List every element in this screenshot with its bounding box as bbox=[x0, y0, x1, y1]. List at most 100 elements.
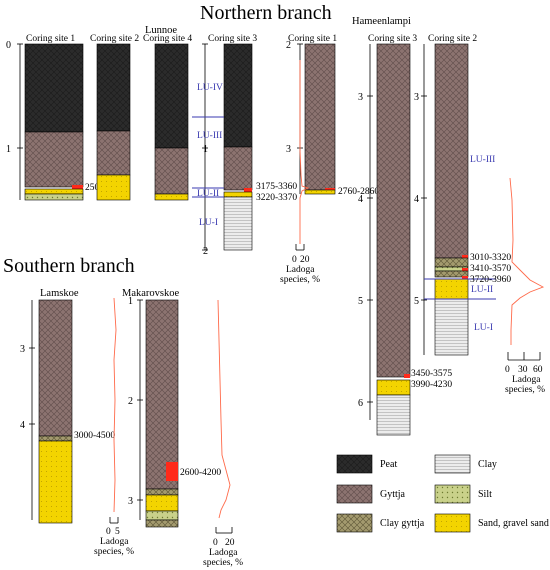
core-hameenlampi-site-2: 3 4 5 LU-III LU-II LU-I 3010-3320 3410-3… bbox=[414, 43, 545, 395]
core-hameenlampi-site-3: 3 4 5 6 3450-3575 3990-4230 bbox=[358, 43, 452, 436]
layer-gyttja bbox=[376, 43, 411, 378]
depth-label: 5 bbox=[358, 296, 363, 307]
core-lamskoe: 3 4 3000-4500 0 5 Ladoga species, % bbox=[20, 297, 134, 557]
radiocarbon-date bbox=[462, 276, 468, 279]
depth-label: 3 bbox=[358, 92, 363, 103]
ladoga-axis-label: species, % bbox=[505, 385, 545, 395]
depth-label: 3 bbox=[286, 144, 291, 155]
age-label: 3410-3570 bbox=[470, 264, 511, 274]
depth-label: 2 bbox=[203, 246, 208, 257]
legend: Peat Gyttja Clay gyttja Clay Silt Sand, … bbox=[336, 454, 549, 533]
column-header-ham-cs2: Coring site 2 bbox=[428, 34, 477, 44]
ladoga-tick-label: 0 bbox=[505, 365, 510, 375]
layer-clay bbox=[434, 298, 469, 356]
layer-sand bbox=[38, 440, 73, 524]
ladoga-species-curve bbox=[299, 60, 310, 244]
legend-swatch-peat bbox=[336, 454, 373, 474]
unit-label-lu3: LU-III bbox=[197, 131, 222, 141]
unit-label-lu2: LU-II bbox=[197, 189, 219, 199]
ladoga-tick-label: 0 bbox=[292, 255, 297, 265]
ladoga-axis-label: Ladoga bbox=[209, 548, 238, 558]
depth-label: 2 bbox=[128, 396, 133, 407]
age-label: 3720-3960 bbox=[470, 275, 511, 285]
legend-label-clay-gyttja: Clay gyttja bbox=[380, 518, 425, 529]
legend-swatch-gyttja bbox=[336, 484, 373, 504]
depth-label: 1 bbox=[203, 144, 208, 155]
legend-swatch-clay-gyttja bbox=[336, 513, 373, 533]
ladoga-tick-label: 20 bbox=[225, 538, 235, 548]
core-lunnoe-site-2 bbox=[96, 43, 131, 201]
site-lunnoe: Lunnoe bbox=[145, 25, 177, 36]
layer-sand bbox=[304, 189, 336, 195]
depth-label: 3 bbox=[20, 344, 25, 355]
age-label: 3220-3370 bbox=[256, 193, 297, 203]
layer-clay-gyttja bbox=[145, 519, 179, 528]
unit-label-lu3: LU-III bbox=[470, 155, 495, 165]
column-header-lunnoe-cs4: Coring site 4 bbox=[143, 34, 192, 44]
legend-label-silt: Silt bbox=[478, 489, 492, 500]
ladoga-axis-label: Ladoga bbox=[512, 375, 541, 385]
layer-sand bbox=[154, 193, 189, 201]
radiocarbon-date bbox=[72, 185, 83, 189]
layer-clay bbox=[223, 196, 253, 251]
title-northern-branch: Northern branch bbox=[200, 2, 332, 24]
radiocarbon-date bbox=[462, 255, 468, 258]
layer-clay-gyttja bbox=[38, 435, 73, 442]
ladoga-species-curve bbox=[217, 299, 231, 519]
layer-sand bbox=[145, 494, 179, 512]
column-header-lunnoe-cs2: Coring site 2 bbox=[90, 34, 139, 44]
legend-swatch-clay bbox=[434, 454, 471, 474]
column-header-lunnoe-cs1: Coring site 1 bbox=[26, 34, 75, 44]
age-label: 3175-3360 bbox=[256, 182, 297, 192]
layer-clay bbox=[376, 394, 411, 436]
ladoga-axis-label: Ladoga bbox=[286, 265, 315, 275]
ladoga-tick-label: 5 bbox=[115, 527, 120, 537]
depth-label: 2 bbox=[286, 40, 291, 51]
ladoga-species-curve bbox=[113, 297, 117, 513]
legend-swatch-silt bbox=[434, 484, 471, 504]
depth-label: 4 bbox=[20, 420, 25, 431]
age-label: 2600-4200 bbox=[180, 468, 221, 478]
unit-label-lu1: LU-I bbox=[474, 323, 493, 333]
layer-sand bbox=[24, 188, 84, 195]
core-lunnoe-site-4 bbox=[154, 43, 189, 201]
depth-label: 3 bbox=[414, 92, 419, 103]
ladoga-tick-label: 0 bbox=[213, 538, 218, 548]
legend-label-clay: Clay bbox=[478, 459, 497, 470]
legend-label-sand: Sand, gravel sand bbox=[478, 518, 549, 529]
layer-silt bbox=[145, 510, 179, 521]
ladoga-tick-label: 30 bbox=[518, 365, 528, 375]
layer-clay-gyttja bbox=[434, 270, 469, 278]
column-header-ham-cs3: Coring site 3 bbox=[368, 34, 417, 44]
layer-sand bbox=[223, 191, 253, 198]
ladoga-axis-label: species, % bbox=[94, 547, 134, 557]
radiocarbon-date bbox=[166, 462, 178, 481]
ladoga-axis-label: species, % bbox=[280, 275, 320, 285]
core-lunnoe-site-1: 0 1 2500-2740 bbox=[6, 40, 126, 201]
legend-swatch-sand bbox=[434, 513, 471, 533]
radiocarbon-date bbox=[462, 268, 468, 271]
layer-gyttja bbox=[145, 299, 179, 490]
layer-gyttja bbox=[223, 146, 253, 191]
layer-peat bbox=[154, 43, 189, 149]
site-hameenlampi: Hameenlampi bbox=[352, 16, 411, 27]
age-label: 3450-3575 bbox=[411, 369, 452, 379]
radiocarbon-date bbox=[325, 188, 335, 191]
depth-label: 1 bbox=[6, 144, 11, 155]
unit-label-lu1: LU-I bbox=[199, 218, 218, 228]
layer-clay-gyttja bbox=[434, 257, 469, 268]
layer-gyttja bbox=[154, 147, 189, 195]
legend-label-peat: Peat bbox=[380, 459, 397, 470]
layer-gyttja bbox=[38, 299, 73, 437]
ladoga-tick-label: 20 bbox=[300, 255, 310, 265]
layer-peat bbox=[96, 43, 131, 132]
ladoga-axis-label: Ladoga bbox=[100, 537, 129, 547]
age-label: 2760-2860 bbox=[338, 187, 379, 197]
layer-clay-gyttja bbox=[145, 488, 179, 496]
layer-gyttja bbox=[304, 43, 336, 191]
core-lunnoe-site-3: 1 2 LU-IV LU-III LU-II LU-I 3175-3360 32… bbox=[192, 43, 297, 257]
age-label: 3010-3320 bbox=[470, 253, 511, 263]
layer-sand bbox=[96, 174, 131, 201]
ladoga-axis-label: species, % bbox=[203, 558, 243, 568]
layer-sand bbox=[376, 379, 411, 396]
